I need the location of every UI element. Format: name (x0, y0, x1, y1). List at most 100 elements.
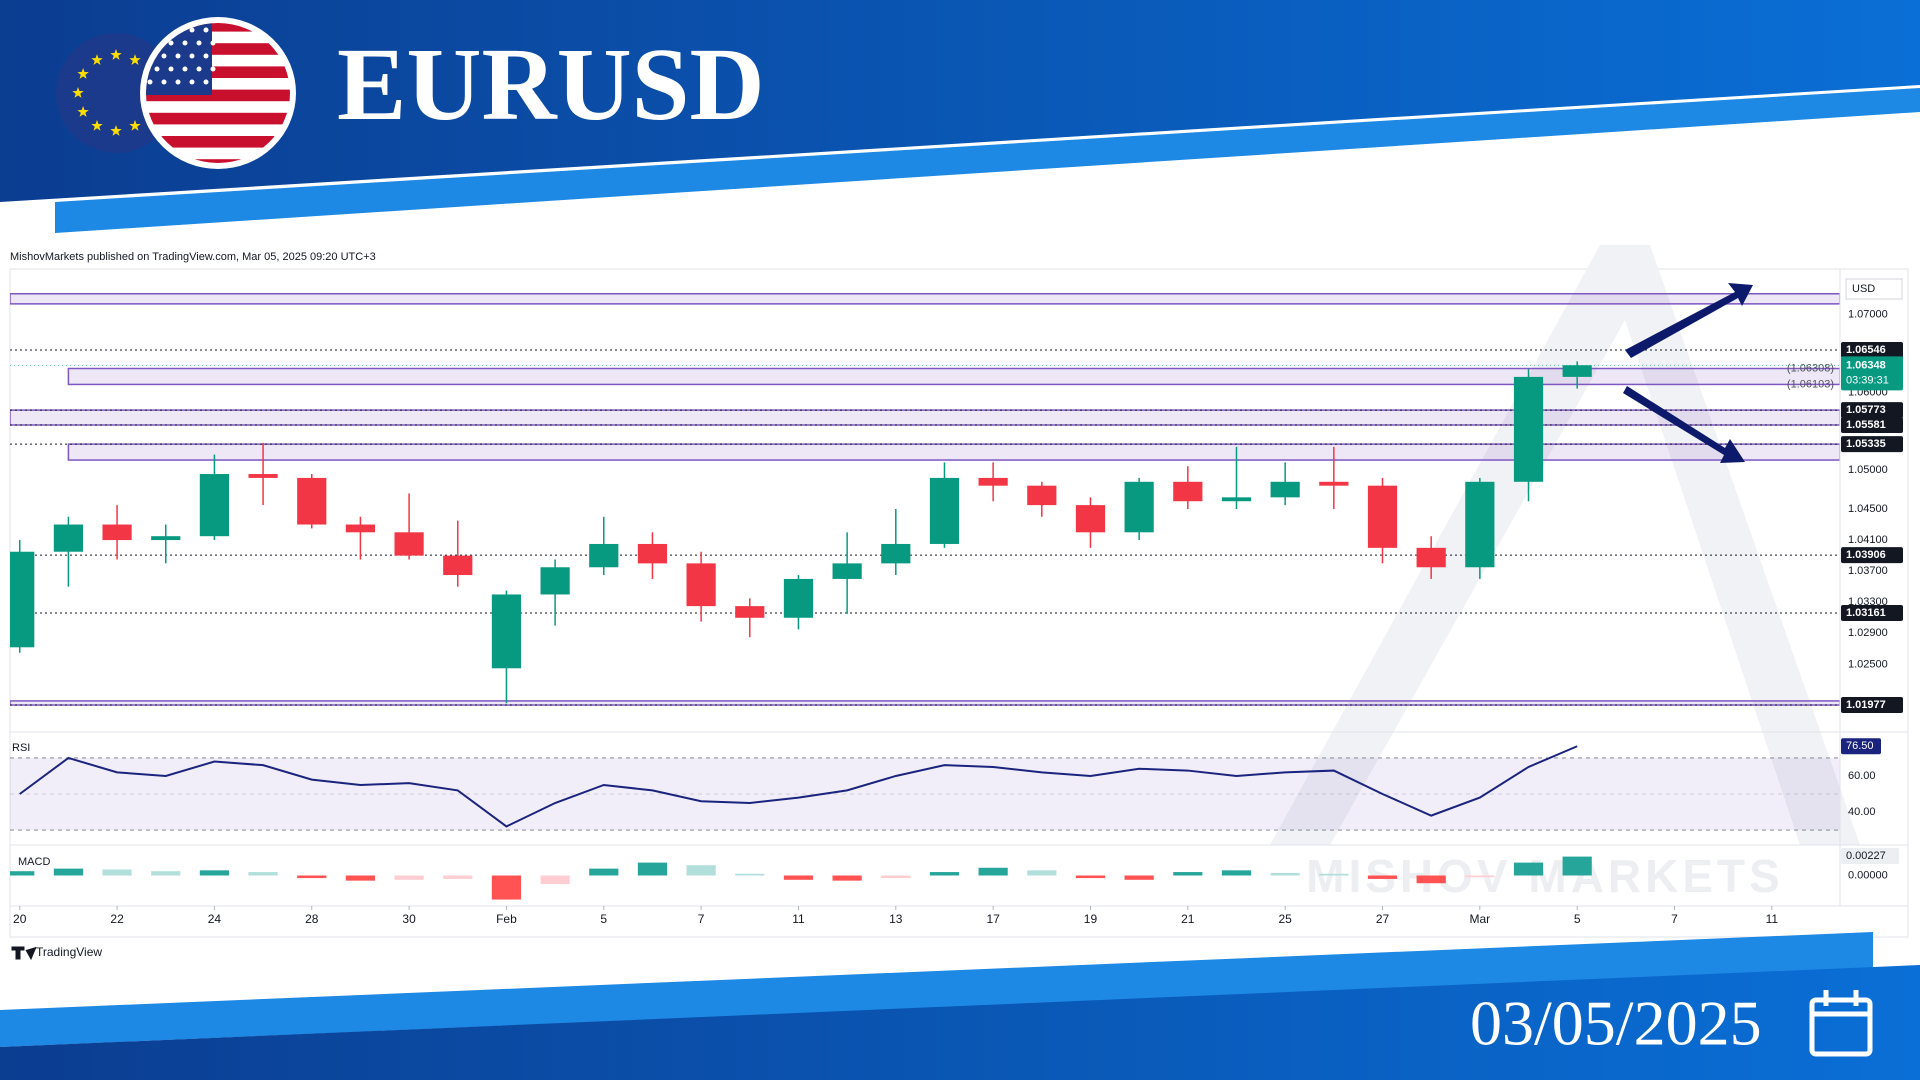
level-label-box (1841, 547, 1903, 564)
level-label: 1.03161 (1846, 607, 1886, 619)
eu-star (77, 106, 89, 117)
y-tick-label: 1.04100 (1848, 534, 1888, 546)
macd-bar (637, 862, 668, 876)
rsi-last-box (1841, 738, 1881, 755)
candle-body (1027, 485, 1057, 506)
price-pane (10, 293, 1840, 706)
x-tick-label: 20 (13, 912, 27, 926)
level-label: 1.05773 (1846, 404, 1886, 416)
macd-bar (1270, 872, 1300, 876)
rsi-last-label: 76.50 (1846, 740, 1874, 752)
us-star (189, 27, 195, 33)
x-tick-label: 22 (110, 912, 124, 926)
candle-body (345, 524, 376, 533)
page-title: EURUSD (337, 27, 765, 142)
candle-body (151, 536, 181, 541)
us-stripe (146, 66, 290, 78)
level-label: 1.05581 (1846, 419, 1886, 431)
candle-body (589, 543, 619, 568)
eu-flag (56, 33, 176, 153)
rsi-pane (10, 745, 1840, 831)
candle-body (102, 524, 132, 541)
eu-star (91, 119, 103, 131)
eu-star (72, 87, 84, 98)
us-star (210, 40, 216, 46)
macd-bar (1124, 875, 1154, 880)
level-label-box (1841, 402, 1903, 419)
macd-bar (540, 875, 570, 885)
rsi-title: RSI (12, 742, 30, 754)
macd-bar (832, 875, 862, 881)
x-tick-label: 7 (698, 912, 705, 926)
us-stripes (146, 23, 290, 163)
macd-bar (1465, 875, 1495, 878)
level-label: 1.06546 (1846, 344, 1886, 356)
currency: USD (1852, 283, 1875, 295)
us-star (168, 66, 174, 72)
zone (67, 443, 1840, 461)
candle-body (978, 477, 1008, 486)
us-star (189, 53, 195, 59)
down-arrow (1623, 386, 1745, 463)
macd-bar (735, 873, 765, 876)
last-price-box (1841, 356, 1903, 391)
eu-star (110, 125, 122, 136)
candle-body (832, 563, 862, 579)
macd-bar (1562, 856, 1592, 876)
us-star (182, 66, 188, 72)
macd-bar (297, 875, 327, 879)
flags (56, 17, 296, 169)
x-tick-label: 24 (208, 912, 222, 926)
macd-pane (10, 856, 1592, 900)
level-label-box (1841, 697, 1903, 714)
y-tick-label: 1.05000 (1848, 464, 1888, 476)
us-stripe (146, 159, 290, 163)
us-star (161, 53, 167, 59)
candle-body (1173, 481, 1203, 502)
us-stripe (146, 43, 290, 55)
calendar-body (1809, 997, 1873, 1057)
macd-bar (1221, 870, 1252, 876)
x-tick-label: 27 (1376, 912, 1390, 926)
us-star (196, 40, 202, 46)
macd-bar (248, 872, 278, 876)
us-star (210, 66, 216, 72)
candle-body (53, 524, 84, 552)
macd-bar (589, 868, 619, 876)
macd-bar (686, 865, 716, 876)
zone (10, 293, 1840, 305)
y-tick-label: 1.04500 (1848, 503, 1888, 515)
last-price-label: 1.06348 (1846, 359, 1886, 371)
macd-bar (783, 875, 814, 880)
y-tick-label: 1.03700 (1848, 565, 1888, 577)
macd-bar (53, 868, 84, 876)
up-arrow (1625, 283, 1753, 358)
candle-body (394, 532, 424, 556)
candle-body (1562, 365, 1592, 377)
macd-bar (394, 875, 424, 880)
source-label: TradingView (36, 945, 102, 959)
us-star (189, 79, 195, 85)
x-tick-label: 5 (600, 912, 607, 926)
candle-body (443, 555, 473, 576)
us-star (168, 40, 174, 46)
macd-bar (1319, 873, 1349, 876)
currency-box (1845, 278, 1903, 300)
rsi-tick-label: 40.00 (1848, 806, 1876, 818)
us-star (161, 79, 167, 85)
us-star (203, 27, 209, 33)
macd-bar (929, 872, 960, 876)
candle-body (297, 477, 327, 525)
us-star (203, 79, 209, 85)
watermark: MISHOV MARKETS (1270, 245, 1860, 902)
header-strip (55, 88, 1920, 233)
macd-bar (1416, 875, 1446, 884)
us-star (175, 79, 181, 85)
x-tick-label: Mar (1470, 912, 1491, 926)
macd-bar (102, 869, 132, 876)
macd-bar (1173, 872, 1203, 876)
macd-bar (978, 867, 1008, 876)
candle-body (1465, 481, 1495, 568)
x-tick-label: 7 (1671, 912, 1678, 926)
